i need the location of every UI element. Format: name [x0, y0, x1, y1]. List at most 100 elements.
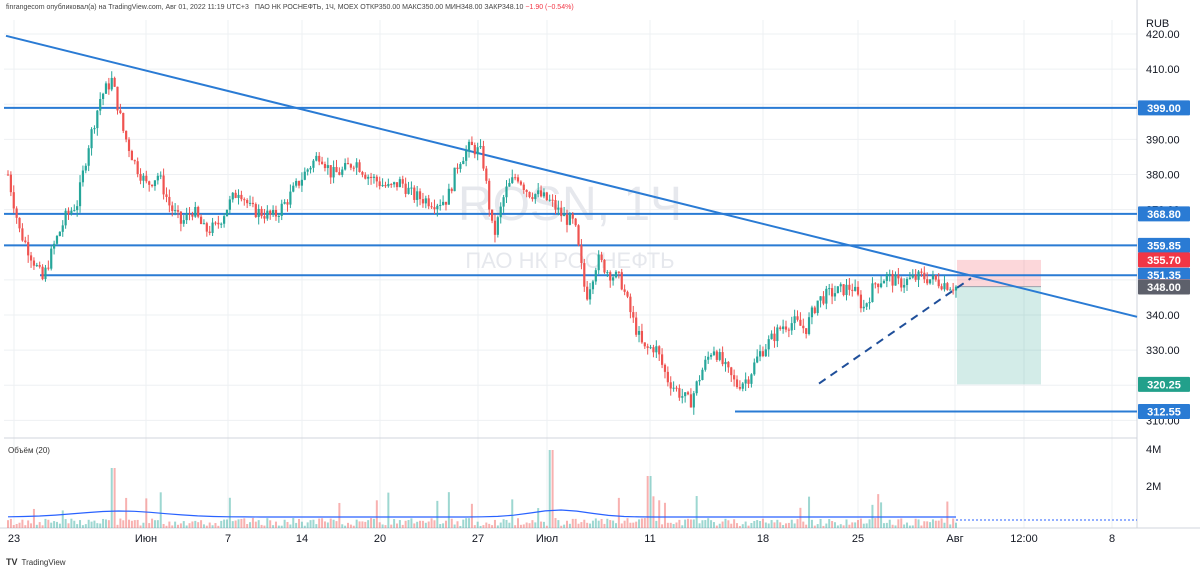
candle-body: [741, 383, 744, 389]
candle-body: [346, 163, 350, 165]
candle-body: [865, 303, 868, 307]
candle-body: [476, 147, 479, 155]
volume-bar: [946, 501, 949, 528]
candle-body: [433, 207, 436, 210]
candle-body: [577, 225, 580, 246]
volume-bar: [338, 502, 341, 528]
volume-bar: [955, 522, 957, 528]
volume-bar: [370, 518, 373, 528]
y-tick-label: 380.00: [1146, 170, 1180, 182]
volume-bar: [773, 522, 776, 528]
volume-bar: [125, 497, 128, 528]
candle-body: [903, 284, 906, 288]
candle-body: [635, 317, 638, 335]
price-label-box: [1138, 376, 1190, 392]
volume-bar: [519, 524, 522, 528]
volume-bar: [776, 519, 779, 528]
candle-body: [269, 210, 272, 215]
candle-body: [764, 349, 767, 357]
volume-bar: [787, 522, 790, 528]
volume-bar: [580, 522, 583, 528]
volume-bar: [496, 525, 499, 528]
volume-bar: [560, 525, 563, 528]
candle-body: [882, 280, 886, 284]
volume-bar: [116, 524, 119, 528]
volume-bar: [450, 518, 453, 528]
candle-body: [202, 223, 206, 225]
candle-body: [917, 271, 920, 280]
volume-bar: [35, 524, 38, 528]
candle-body: [842, 284, 845, 296]
volume-bar: [208, 522, 211, 528]
candle-body: [528, 191, 531, 198]
volume-bar: [589, 523, 592, 528]
chart-header: finrangecom опубликовал(а) на TradingVie…: [6, 4, 574, 11]
volume-bar: [375, 500, 378, 528]
volume-bar: [30, 523, 33, 528]
candle-body: [928, 279, 932, 284]
volume-bar: [381, 524, 384, 528]
volume-bar: [851, 522, 854, 528]
candle-body: [770, 333, 773, 340]
candle-body: [663, 364, 667, 372]
volume-bar: [586, 522, 589, 528]
x-tick-label: Авг: [946, 533, 963, 545]
open-label: ОТКР: [360, 4, 379, 11]
volume-bar: [87, 519, 90, 528]
candle-body: [516, 177, 520, 182]
candle-body: [606, 272, 609, 274]
candle-body: [145, 175, 148, 182]
price-label: 348.00: [1147, 282, 1181, 294]
volume-bar: [730, 523, 733, 528]
volume-bar: [344, 525, 347, 528]
candle-body: [629, 296, 632, 313]
volume-bar: [759, 520, 762, 528]
candle-body: [911, 275, 914, 278]
volume-bar: [600, 518, 603, 528]
volume-bar: [90, 521, 93, 528]
volume-bar: [721, 521, 724, 528]
footer[interactable]: TV TradingView: [6, 557, 66, 567]
candle-body: [208, 231, 211, 233]
volume-bar: [468, 518, 471, 528]
candle-body: [231, 192, 234, 200]
candle-body: [505, 186, 508, 198]
volume-bar: [493, 519, 496, 528]
candle-body: [254, 204, 257, 218]
volume-bar: [76, 524, 79, 528]
candle-body: [689, 394, 693, 408]
volume-bar: [923, 521, 926, 528]
volume-bar: [476, 521, 479, 528]
volume-bar: [18, 522, 21, 528]
y-tick-label: 330.00: [1146, 345, 1180, 357]
published-by: finrangecom опубликовал(а) на TradingVie…: [6, 4, 249, 11]
candle-body: [920, 271, 923, 273]
volume-bar: [280, 525, 283, 528]
volume-bar: [263, 525, 266, 528]
candle-body: [707, 356, 710, 360]
volume-bar: [341, 524, 344, 528]
candle-body: [395, 182, 399, 188]
candle-body: [393, 182, 396, 185]
candle-body: [312, 160, 315, 168]
volume-bar: [810, 519, 813, 528]
volume-bar: [79, 520, 82, 528]
volume-bar: [55, 521, 58, 528]
trendline: [5, 34, 1138, 318]
volume-bar: [678, 519, 681, 528]
volume-bar: [537, 508, 540, 528]
candle-body: [136, 161, 139, 175]
volume-bar: [891, 524, 894, 528]
candle-body: [799, 319, 802, 326]
volume-bar: [833, 522, 836, 528]
volume-bar: [151, 518, 154, 528]
candle-body: [779, 327, 782, 330]
volume-bar: [251, 518, 254, 528]
volume-bar: [84, 524, 87, 528]
volume-bar: [764, 522, 767, 528]
volume-bar: [191, 521, 194, 528]
volume-bar: [692, 519, 695, 528]
volume-bar: [819, 518, 822, 528]
volume-bar: [225, 519, 228, 528]
